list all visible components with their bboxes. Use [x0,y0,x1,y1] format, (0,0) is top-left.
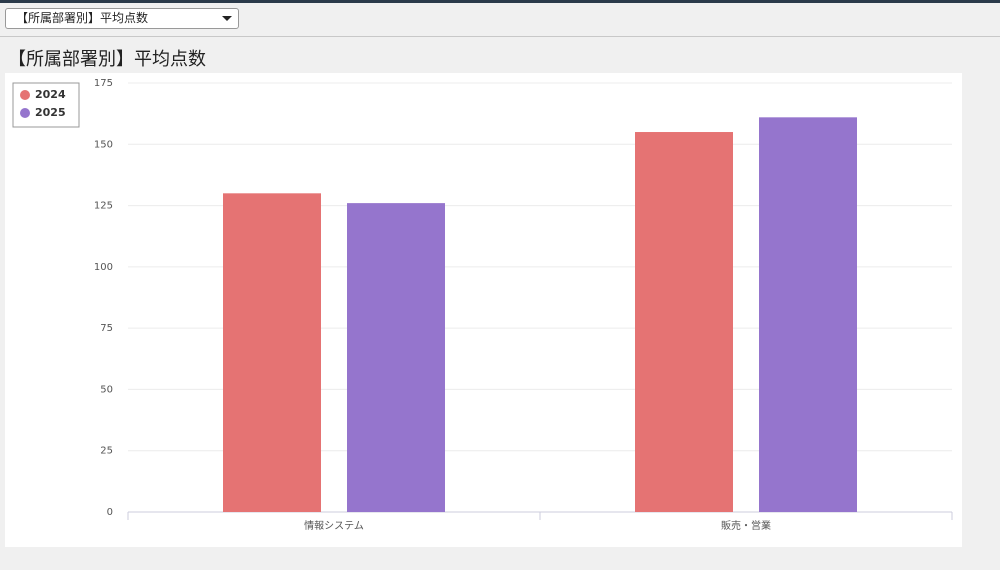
chart-title: 【所属部署別】平均点数 [8,49,206,70]
y-tick-label: 125 [94,201,113,212]
y-tick-label: 0 [107,507,113,518]
legend-label: 2024 [35,88,66,101]
y-tick-label: 175 [94,78,113,89]
top-bar [0,0,1000,3]
y-tick-label: 75 [100,323,113,334]
x-tick-label: 情報システム [304,519,364,532]
report-dropdown[interactable]: 【所属部署別】平均点数 [5,8,239,29]
y-tick-label: 150 [94,139,113,150]
divider [0,36,1000,37]
dropdown-text[interactable]: 【所属部署別】平均点数 [16,11,149,25]
legend-label: 2025 [35,106,66,119]
bar [223,193,321,513]
chart: 0 25 50 75 100 125 150 175 情報システム 販売・営業 2024 2025 [12,78,953,532]
y-tick-label: 50 [100,384,113,395]
bar [759,117,857,512]
x-tick-label: 販売・営業 [721,519,771,532]
y-tick-label: 25 [100,446,113,457]
legend-marker [20,108,30,118]
legend-marker [20,90,30,100]
dropdown-arrow[interactable] [222,16,232,21]
chart-panel: 0 25 50 75 100 125 150 175 情報システム 販売・営業 2024 2025 [5,73,962,547]
bar [635,132,733,512]
bar [347,203,445,512]
y-tick-label: 100 [94,262,113,273]
